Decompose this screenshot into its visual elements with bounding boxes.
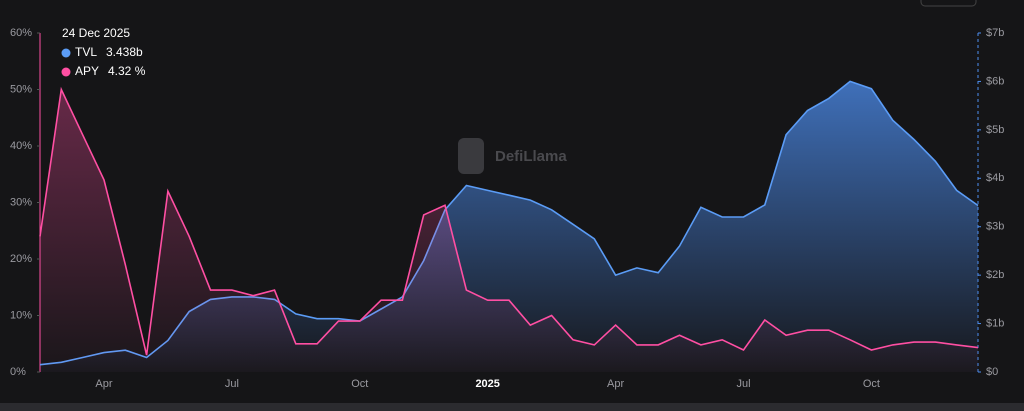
area — [40, 81, 978, 373]
plot: 0% 10% 20% 30% 40% 50% 60% $0 $1b $2b $3b $4b $5b $6b… — [10, 27, 1004, 390]
x-tick-label: Jul — [225, 378, 239, 390]
y-tick-label: 50% — [10, 83, 32, 95]
watermark: DefiLlama — [495, 148, 567, 165]
tooltip-name: APY — [75, 64, 99, 78]
x-tick-label: Apr — [95, 378, 112, 390]
tooltip-name: TVL — [75, 45, 97, 59]
y-tick-label: 10% — [10, 309, 32, 321]
x-tick-label: Oct — [351, 378, 368, 390]
legend-dot — [61, 67, 71, 77]
x-tick-label: Oct — [863, 378, 880, 390]
y-tick-label: 20% — [10, 253, 32, 265]
top-button[interactable] — [920, 0, 977, 7]
y2-tick-label: $7b — [986, 27, 1004, 39]
x-tick-label: Apr — [607, 378, 624, 390]
y2-tick-label: $2b — [986, 269, 1004, 281]
y2-tick-label: $3b — [986, 221, 1004, 233]
y2-tick-label: $6b — [986, 75, 1004, 87]
legend-dot — [61, 48, 71, 58]
x-tick-label: Jul — [736, 378, 750, 390]
range-slider[interactable] — [0, 403, 1024, 411]
y-tick-label: 0% — [10, 366, 26, 378]
line — [39, 86, 979, 356]
y-tick-label: 40% — [10, 140, 32, 152]
tooltip-date: 24 Dec 2025 — [62, 26, 130, 40]
tooltip-value: 4.32 % — [108, 64, 146, 78]
area — [40, 89, 978, 372]
y2-tick-label: $5b — [986, 124, 1004, 136]
y2-tick-label: $4b — [986, 172, 1004, 184]
tooltip-value: 3.438b — [106, 45, 143, 59]
y-tick-label: 60% — [10, 27, 32, 39]
logo — [458, 138, 484, 174]
y-tick-label: 30% — [10, 196, 32, 208]
x-tick-label: 2025 — [475, 378, 499, 390]
y2-tick-label: $0 — [986, 366, 998, 378]
y2-tick-label: $1b — [986, 317, 1004, 329]
